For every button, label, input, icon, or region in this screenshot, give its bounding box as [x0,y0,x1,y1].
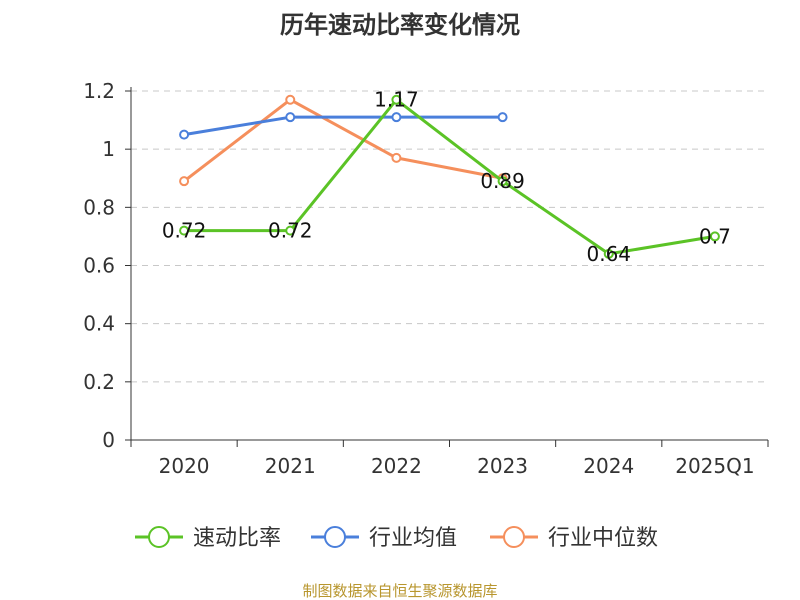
y-axis-ticks: 0 0.2 0.4 0.6 0.8 1 1.2 [83,79,131,452]
y-tick-label: 0.6 [83,254,115,278]
x-axis-ticks: 2020 2021 2022 2023 2024 2025Q1 [130,440,769,478]
series-point [179,176,190,187]
series-point [709,231,720,242]
y-tick-label: 0.8 [83,195,115,219]
legend-label: 行业中位数 [548,526,658,551]
legend-item[interactable]: 行业中位数 [490,526,658,551]
series-line [184,98,716,256]
data-label: 0.89 [480,169,525,193]
y-tick-label: 0.2 [83,370,115,394]
series-lines [179,94,720,259]
legend-marker [324,526,346,548]
series-point [285,225,296,236]
y-tick-label: 0 [102,428,115,452]
data-label: 0.64 [586,242,631,266]
legend-label: 速动比率 [193,526,281,551]
chart-title: 历年速动比率变化情况 [280,11,520,39]
series-point [391,152,402,163]
x-tick-label: 2024 [583,454,634,478]
x-tick-label: 2023 [477,454,528,478]
series-point [603,248,614,259]
source-note: 制图数据来自恒生聚源数据库 [302,582,497,600]
legend-marker [148,526,170,548]
x-tick-label: 2020 [159,454,210,478]
series-point [285,94,296,105]
gridlines [131,90,768,383]
legend[interactable]: 速动比率 行业均值 行业中位数 [135,526,658,551]
series-point [179,225,190,236]
series-line [183,115,503,137]
series-point [285,112,296,123]
series-point [497,176,508,187]
x-tick-label: 2025Q1 [675,454,754,478]
legend-label: 行业均值 [369,526,457,551]
y-tick-label: 1.2 [83,79,115,103]
series-line [183,98,503,183]
data-labels: 0.72 0.72 1.17 0.89 0.64 0.7 [162,88,731,266]
data-label: 0.72 [268,219,313,243]
data-label: 0.7 [699,224,731,248]
legend-marker [503,526,525,548]
x-tick-label: 2021 [265,454,316,478]
legend-item[interactable]: 行业均值 [311,526,457,551]
series-point [391,112,402,123]
series-point [497,112,508,123]
data-label: 1.17 [374,88,419,112]
legend-item[interactable]: 速动比率 [135,526,281,551]
series-point [179,129,190,140]
series-point [391,94,402,105]
y-tick-label: 1 [102,137,115,161]
y-tick-label: 0.4 [83,312,115,336]
x-tick-label: 2022 [371,454,422,478]
data-label: 0.72 [162,219,207,243]
